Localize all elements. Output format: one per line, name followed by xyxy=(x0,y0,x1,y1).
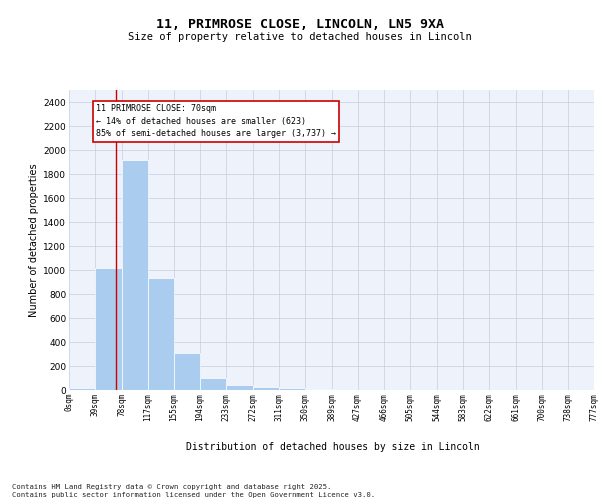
Text: Contains HM Land Registry data © Crown copyright and database right 2025.
Contai: Contains HM Land Registry data © Crown c… xyxy=(12,484,375,498)
Bar xyxy=(253,387,279,390)
Bar xyxy=(95,268,122,390)
Text: 11 PRIMROSE CLOSE: 70sqm
← 14% of detached houses are smaller (623)
85% of semi-: 11 PRIMROSE CLOSE: 70sqm ← 14% of detach… xyxy=(96,104,336,138)
Y-axis label: Number of detached properties: Number of detached properties xyxy=(29,163,39,317)
Text: 11, PRIMROSE CLOSE, LINCOLN, LN5 9XA: 11, PRIMROSE CLOSE, LINCOLN, LN5 9XA xyxy=(156,18,444,30)
Text: Size of property relative to detached houses in Lincoln: Size of property relative to detached ho… xyxy=(128,32,472,42)
Text: Distribution of detached houses by size in Lincoln: Distribution of detached houses by size … xyxy=(186,442,480,452)
Bar xyxy=(305,389,332,390)
Bar xyxy=(279,388,305,390)
Bar xyxy=(174,353,200,390)
Bar xyxy=(122,160,148,390)
Bar xyxy=(69,388,95,390)
Bar xyxy=(148,278,174,390)
Bar xyxy=(200,378,226,390)
Bar xyxy=(226,384,253,390)
